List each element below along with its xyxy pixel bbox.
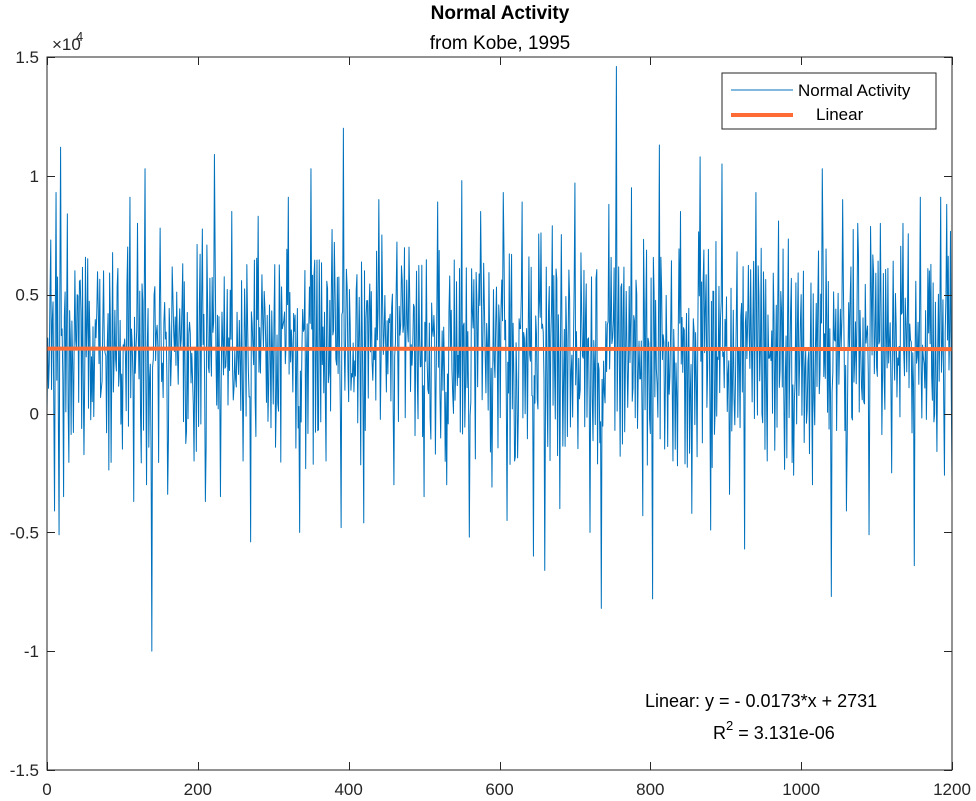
r-squared-prefix: R	[713, 723, 726, 743]
y-exponent-power: 4	[76, 29, 83, 44]
axes-box	[46, 56, 953, 771]
plot-background	[47, 57, 952, 770]
x-tick-label: 200	[184, 780, 212, 799]
legend-label-normal-activity: Normal Activity	[798, 81, 911, 100]
x-tick-label: 1000	[782, 780, 820, 799]
fit-equation: Linear: y = - 0.0173*x + 2731	[645, 691, 877, 711]
legend: Normal Activity Linear	[721, 72, 937, 130]
fit-r-squared: R2 = 3.131e-06	[713, 718, 835, 743]
r-squared-value: = 3.131e-06	[733, 723, 835, 743]
r-squared-power: 2	[726, 718, 733, 733]
y-tick-label: 1	[30, 167, 39, 186]
y-tick-label: 0.5	[15, 286, 39, 305]
y-tick-label: 1.5	[15, 48, 39, 67]
legend-label-linear: Linear	[816, 105, 864, 124]
series-normal-activity-line	[46, 66, 953, 652]
y-tick-label: -1.5	[10, 761, 39, 780]
x-tick-label: 800	[636, 780, 664, 799]
y-tick-label: -0.5	[10, 523, 39, 542]
x-tick-label: 1200	[933, 780, 971, 799]
x-tick-label: 600	[485, 780, 513, 799]
x-tick-label: 0	[42, 780, 51, 799]
y-exponent-base: ×10	[52, 35, 81, 54]
series-layer	[46, 66, 953, 652]
chart-subtitle: from Kobe, 1995	[430, 33, 570, 54]
x-tick-label: 400	[334, 780, 362, 799]
y-tick-label: 0	[30, 405, 39, 424]
ticks-layer: 0 200 400 600 800 1000 1200 -1.5 -1 -0.5 0 0.5 1 1.5	[10, 48, 971, 799]
legend-box	[721, 72, 937, 130]
chart-title: Normal Activity	[431, 3, 570, 24]
y-tick-label: -1	[24, 642, 39, 661]
